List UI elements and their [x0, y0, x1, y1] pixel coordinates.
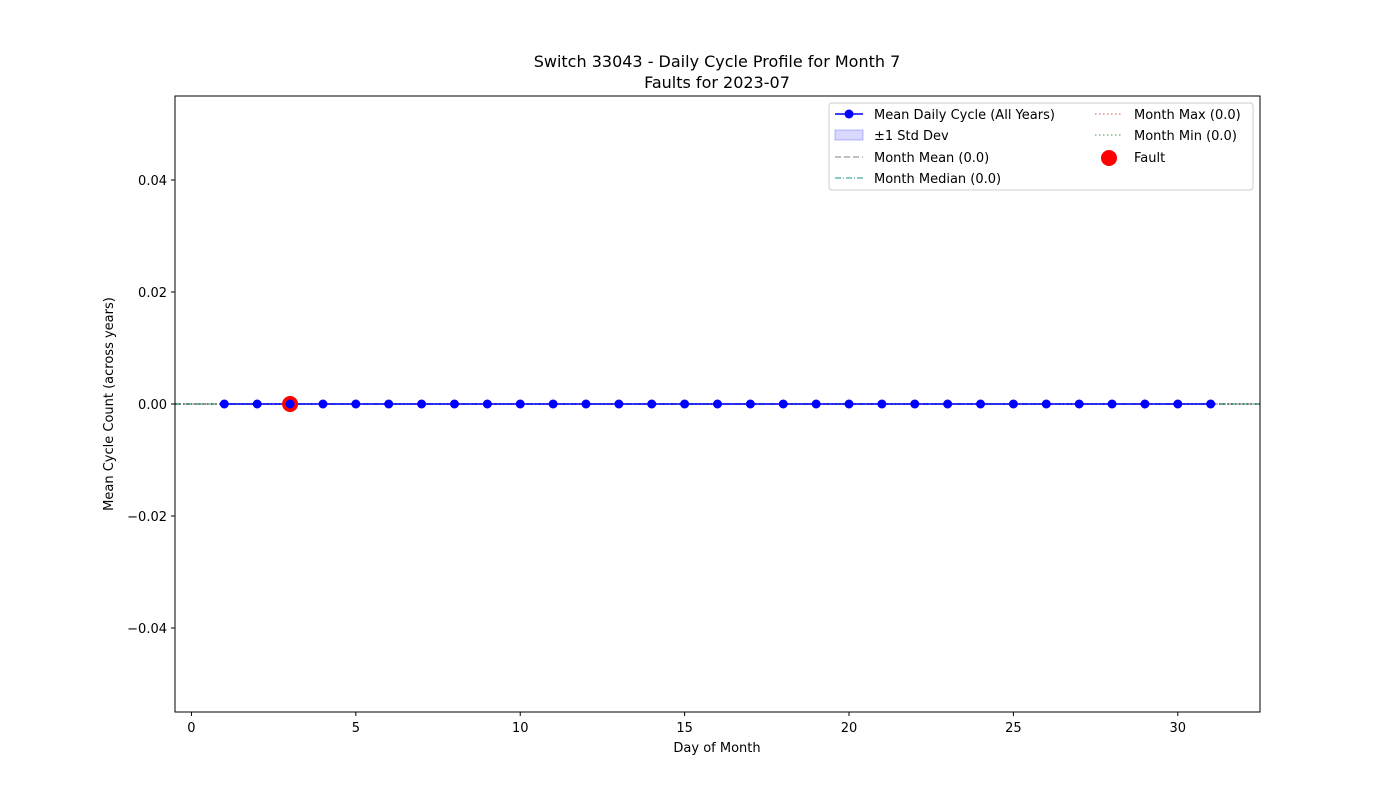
mean-daily-cycle-point — [252, 399, 262, 409]
y-tick-label: −0.02 — [127, 510, 167, 525]
mean-daily-cycle-point — [1008, 399, 1018, 409]
mean-daily-cycle-point — [713, 399, 722, 409]
legend-mean-daily-cycle-entry: Mean Daily Cycle (All Years) — [835, 108, 1055, 123]
chart-subtitle: Faults for 2023-07 — [644, 73, 790, 92]
legend-month-min-entry: Month Min (0.0) — [1095, 129, 1237, 144]
mean-daily-cycle-point — [1206, 399, 1216, 409]
legend-month-mean-label: Month Mean (0.0) — [874, 151, 989, 166]
mean-daily-cycle-point — [482, 399, 492, 409]
y-tick-label: −0.04 — [127, 622, 167, 637]
legend-std-dev-label: ±1 Std Dev — [874, 129, 949, 144]
legend-std-dev-swatch — [834, 129, 864, 141]
mean-daily-cycle-point — [515, 399, 525, 409]
chart-title: Switch 33043 - Daily Cycle Profile for M… — [534, 52, 901, 71]
mean-daily-cycle-point — [680, 399, 690, 409]
legend-fault-entry: Fault — [1101, 150, 1165, 166]
mean-daily-cycle-point — [384, 399, 394, 409]
y-axis-label: Mean Cycle Count (across years) — [102, 297, 117, 511]
x-tick-label: 10 — [512, 721, 529, 736]
mean-daily-cycle-point — [647, 399, 657, 409]
y-tick-label: 0.00 — [138, 398, 167, 413]
mean-daily-cycle-point — [1074, 399, 1084, 409]
legend-month-mean-entry: Month Mean (0.0) — [835, 151, 989, 166]
y-tick-label: 0.04 — [138, 174, 167, 189]
legend-std-dev-entry: ±1 Std Dev — [834, 129, 949, 144]
x-tick-label: 25 — [1005, 721, 1022, 736]
legend: Mean Daily Cycle (All Years) ±1 Std Dev Mo… — [828, 102, 1254, 191]
mean-daily-cycle-point — [1107, 399, 1117, 409]
mean-daily-cycle-point — [219, 399, 229, 409]
x-tick-label: 15 — [676, 721, 693, 736]
x-tick-label: 5 — [352, 721, 360, 736]
mean-daily-cycle-point — [1173, 399, 1183, 409]
mean-daily-cycle-point — [976, 399, 986, 409]
mean-daily-cycle-point — [417, 399, 427, 409]
axes: 0 5 10 15 20 25 30 0.04 0.02 0.00 −0.02 −0.04 — [127, 95, 1261, 736]
mean-daily-cycle-point — [548, 399, 558, 409]
mean-daily-cycle-point — [844, 399, 854, 409]
legend-month-max-label: Month Max (0.0) — [1134, 108, 1241, 123]
mean-daily-cycle-point — [449, 399, 459, 409]
plot-area — [175, 396, 1260, 412]
x-tick-label: 0 — [187, 721, 195, 736]
mean-daily-cycle-point — [745, 399, 755, 409]
mean-daily-cycle-point — [614, 399, 624, 409]
x-tick-label: 30 — [1170, 721, 1187, 736]
legend-fault-swatch — [1101, 150, 1117, 166]
mean-daily-cycle-point — [811, 399, 821, 409]
mean-daily-cycle-point — [943, 399, 953, 409]
mean-daily-cycle-point — [877, 399, 887, 409]
mean-daily-cycle-point — [351, 399, 361, 409]
legend-mean-daily-cycle-label: Mean Daily Cycle (All Years) — [874, 108, 1055, 123]
legend-month-max-entry: Month Max (0.0) — [1095, 108, 1241, 123]
mean-daily-cycle-point — [318, 399, 328, 409]
legend-fault-label: Fault — [1134, 151, 1165, 166]
mean-daily-cycle-point — [581, 399, 591, 409]
mean-daily-cycle-point — [1041, 399, 1051, 409]
fault-day-point — [285, 399, 295, 409]
mean-daily-cycle-point — [910, 399, 920, 409]
legend-month-median-label: Month Median (0.0) — [874, 172, 1001, 187]
x-tick-label: 20 — [841, 721, 858, 736]
mean-daily-cycle-point — [778, 399, 788, 409]
x-axis-label: Day of Month — [673, 741, 760, 756]
legend-mean-daily-cycle-marker — [844, 109, 854, 119]
legend-month-median-entry: Month Median (0.0) — [835, 172, 1001, 187]
mean-daily-cycle-point — [1140, 399, 1150, 409]
legend-month-min-label: Month Min (0.0) — [1134, 129, 1237, 144]
legend-box — [828, 102, 1254, 191]
y-tick-label: 0.02 — [138, 286, 167, 301]
